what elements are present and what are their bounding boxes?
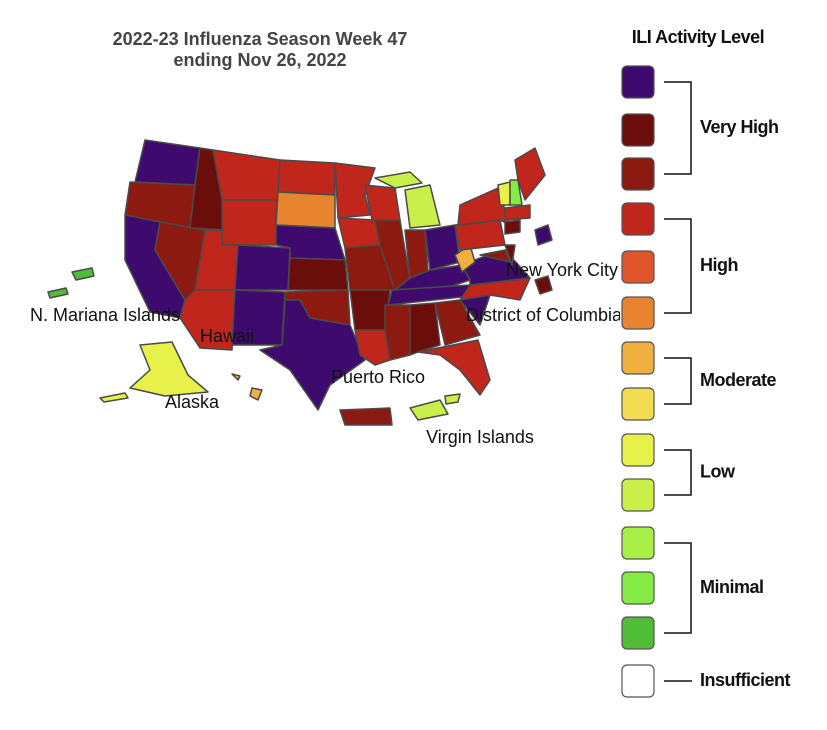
legend-title: ILI Activity Level — [632, 27, 764, 47]
legend-swatch — [621, 113, 655, 147]
legend-swatch — [621, 250, 655, 284]
map: N. Mariana Islands Hawaii Alaska Puerto … — [30, 139, 623, 447]
legend-label: Low — [700, 461, 736, 481]
territory-label: N. Mariana Islands — [30, 305, 180, 325]
legend-swatch — [621, 296, 655, 330]
territory-label: District of Columbia — [466, 305, 623, 325]
legend-bracket — [664, 542, 692, 634]
legend-label: Very High — [700, 117, 779, 137]
territory-label: Alaska — [165, 392, 220, 412]
legend-label: Minimal — [700, 577, 764, 597]
legend-label: High — [700, 255, 738, 275]
territory-label: New York City — [506, 260, 618, 280]
legend-bracket — [664, 449, 692, 496]
legend-swatch — [621, 202, 655, 236]
legend: ILI Activity Level Very High High Moderate… — [621, 27, 791, 698]
legend-bracket — [664, 218, 692, 314]
legend-label: Moderate — [700, 370, 777, 390]
legend-swatch — [621, 664, 655, 698]
legend-swatch — [621, 157, 655, 191]
territory-label: Puerto Rico — [331, 367, 425, 387]
legend-swatch — [621, 478, 655, 512]
territory-label: Virgin Islands — [426, 427, 534, 447]
title-line: ending Nov 26, 2022 — [173, 50, 346, 70]
legend-swatch — [621, 387, 655, 421]
legend-bracket — [664, 81, 692, 175]
legend-swatch — [621, 433, 655, 467]
legend-swatch — [621, 616, 655, 650]
legend-swatch — [621, 341, 655, 375]
legend-swatch — [621, 526, 655, 560]
legend-label: Insufficient — [700, 670, 791, 690]
legend-swatch — [621, 571, 655, 605]
legend-swatch — [621, 65, 655, 99]
legend-bracket — [664, 357, 692, 405]
territories — [47, 267, 461, 426]
states — [124, 139, 553, 411]
territory-label: Hawaii — [200, 326, 254, 346]
title-line: 2022-23 Influenza Season Week 47 — [113, 29, 408, 49]
